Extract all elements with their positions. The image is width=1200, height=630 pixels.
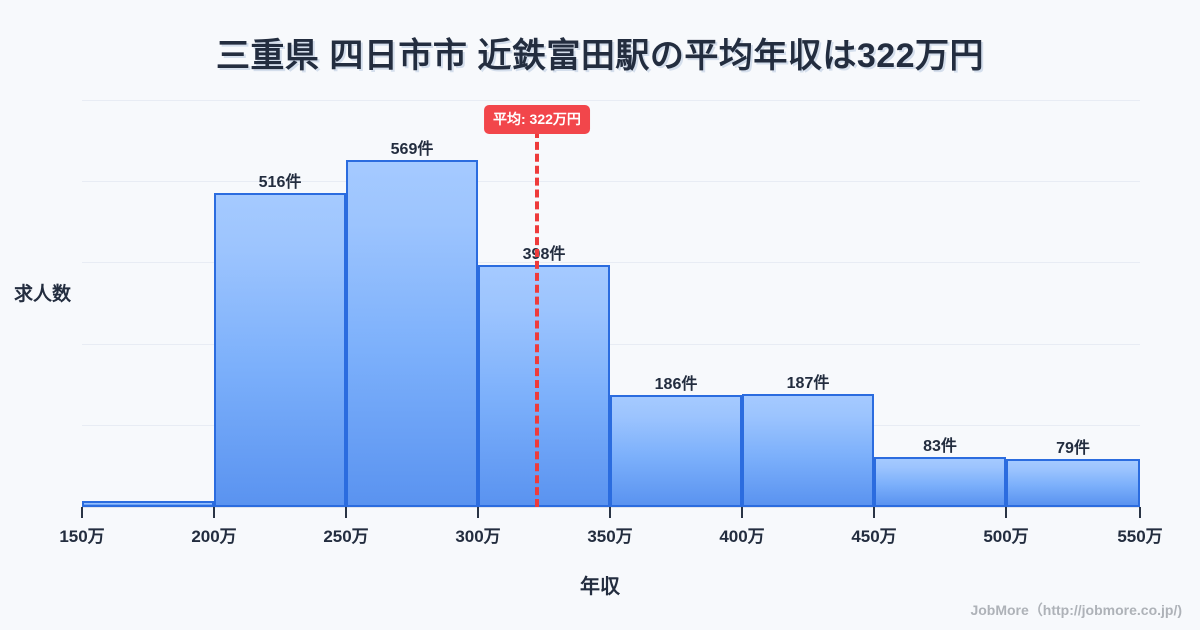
bar[interactable] (1006, 459, 1140, 507)
bar[interactable] (346, 160, 478, 507)
bar[interactable] (214, 193, 346, 507)
watermark-footer: JobMore（http://jobmore.co.jp/) (970, 602, 1182, 618)
bar-value-label: 83件 (923, 438, 957, 455)
bar-value-label: 569件 (390, 141, 434, 158)
x-tick-label: 200万 (191, 527, 237, 546)
bar[interactable] (742, 394, 874, 507)
bar-series: 516件 569件 398件 186件 187件 83件 79件 (82, 100, 1140, 507)
bar-value-label: 516件 (258, 174, 302, 191)
x-tick-mark (741, 507, 743, 518)
bar-value-label: 187件 (786, 375, 830, 392)
x-tick-mark (1139, 507, 1141, 518)
bar-value-label: 79件 (1056, 440, 1090, 457)
gridline (82, 344, 1140, 345)
gridline (82, 262, 1140, 263)
bar-value-label: 398件 (522, 246, 566, 263)
average-line (534, 130, 539, 507)
x-tick-mark (1005, 507, 1007, 518)
x-tick-label: 550万 (1117, 527, 1163, 546)
x-tick-label: 500万 (983, 527, 1029, 546)
bar[interactable] (874, 457, 1006, 507)
x-tick-mark (81, 507, 83, 518)
x-axis-title: 年収 (580, 576, 620, 598)
gridline (82, 181, 1140, 182)
x-tick-label: 400万 (719, 527, 765, 546)
x-tick-label: 450万 (851, 527, 897, 546)
bar[interactable] (478, 265, 610, 507)
x-tick-mark (609, 507, 611, 518)
x-tick-mark (213, 507, 215, 518)
x-axis-line (82, 507, 1140, 508)
x-tick-mark (345, 507, 347, 518)
page-title: 三重県 四日市市 近鉄富田駅の平均年収は322万円 (215, 37, 985, 75)
bar[interactable] (82, 501, 214, 507)
x-tick-label: 350万 (587, 527, 633, 546)
plot-area: 516件 569件 398件 186件 187件 83件 79件 (82, 100, 1140, 507)
bar-value-label: 186件 (654, 376, 698, 393)
y-axis-title: 求人数 (14, 284, 72, 305)
x-tick-label: 150万 (59, 527, 105, 546)
x-tick-mark (477, 507, 479, 518)
bar[interactable] (610, 395, 742, 507)
gridline (82, 100, 1140, 101)
x-tick-mark (873, 507, 875, 518)
x-tick-label: 300万 (455, 527, 501, 546)
average-badge: 平均: 322万円 (483, 105, 590, 134)
x-tick-label: 250万 (323, 527, 369, 546)
